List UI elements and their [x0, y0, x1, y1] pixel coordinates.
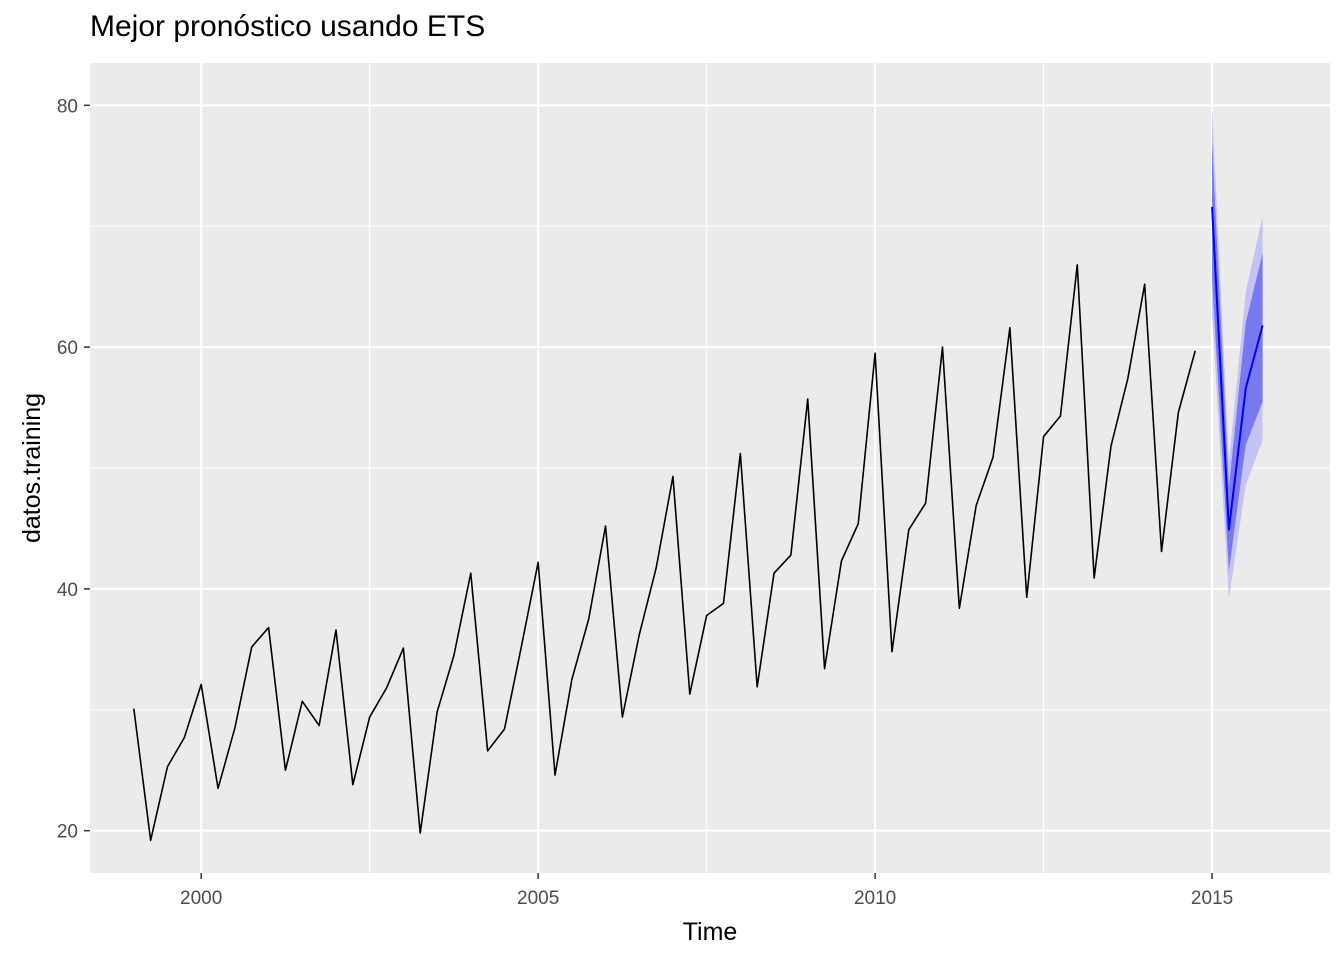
y-tick-label: 40 — [57, 580, 78, 601]
observed-series-line — [133, 264, 1196, 842]
minor-gridlines — [90, 63, 1330, 873]
y-tick-label: 20 — [57, 822, 78, 843]
y-tick-label: 60 — [57, 338, 78, 359]
y-tick-label: 80 — [57, 96, 78, 117]
axis-ticks — [84, 104, 1213, 879]
y-axis-title: datos.training — [18, 393, 46, 543]
forecast-series-line — [1211, 206, 1264, 531]
chart-title: Mejor pronóstico usando ETS — [90, 10, 486, 43]
x-tick-label: 2010 — [854, 888, 896, 909]
tick-labels: 2000 2005 2010 2015 20 40 60 80 — [57, 96, 1233, 909]
x-axis-title: Time — [683, 918, 738, 946]
x-tick-label: 2005 — [517, 888, 559, 909]
x-tick-label: 2000 — [180, 888, 222, 909]
major-gridlines — [90, 63, 1330, 873]
series-lines — [133, 206, 1264, 842]
x-tick-label: 2015 — [1191, 888, 1233, 909]
